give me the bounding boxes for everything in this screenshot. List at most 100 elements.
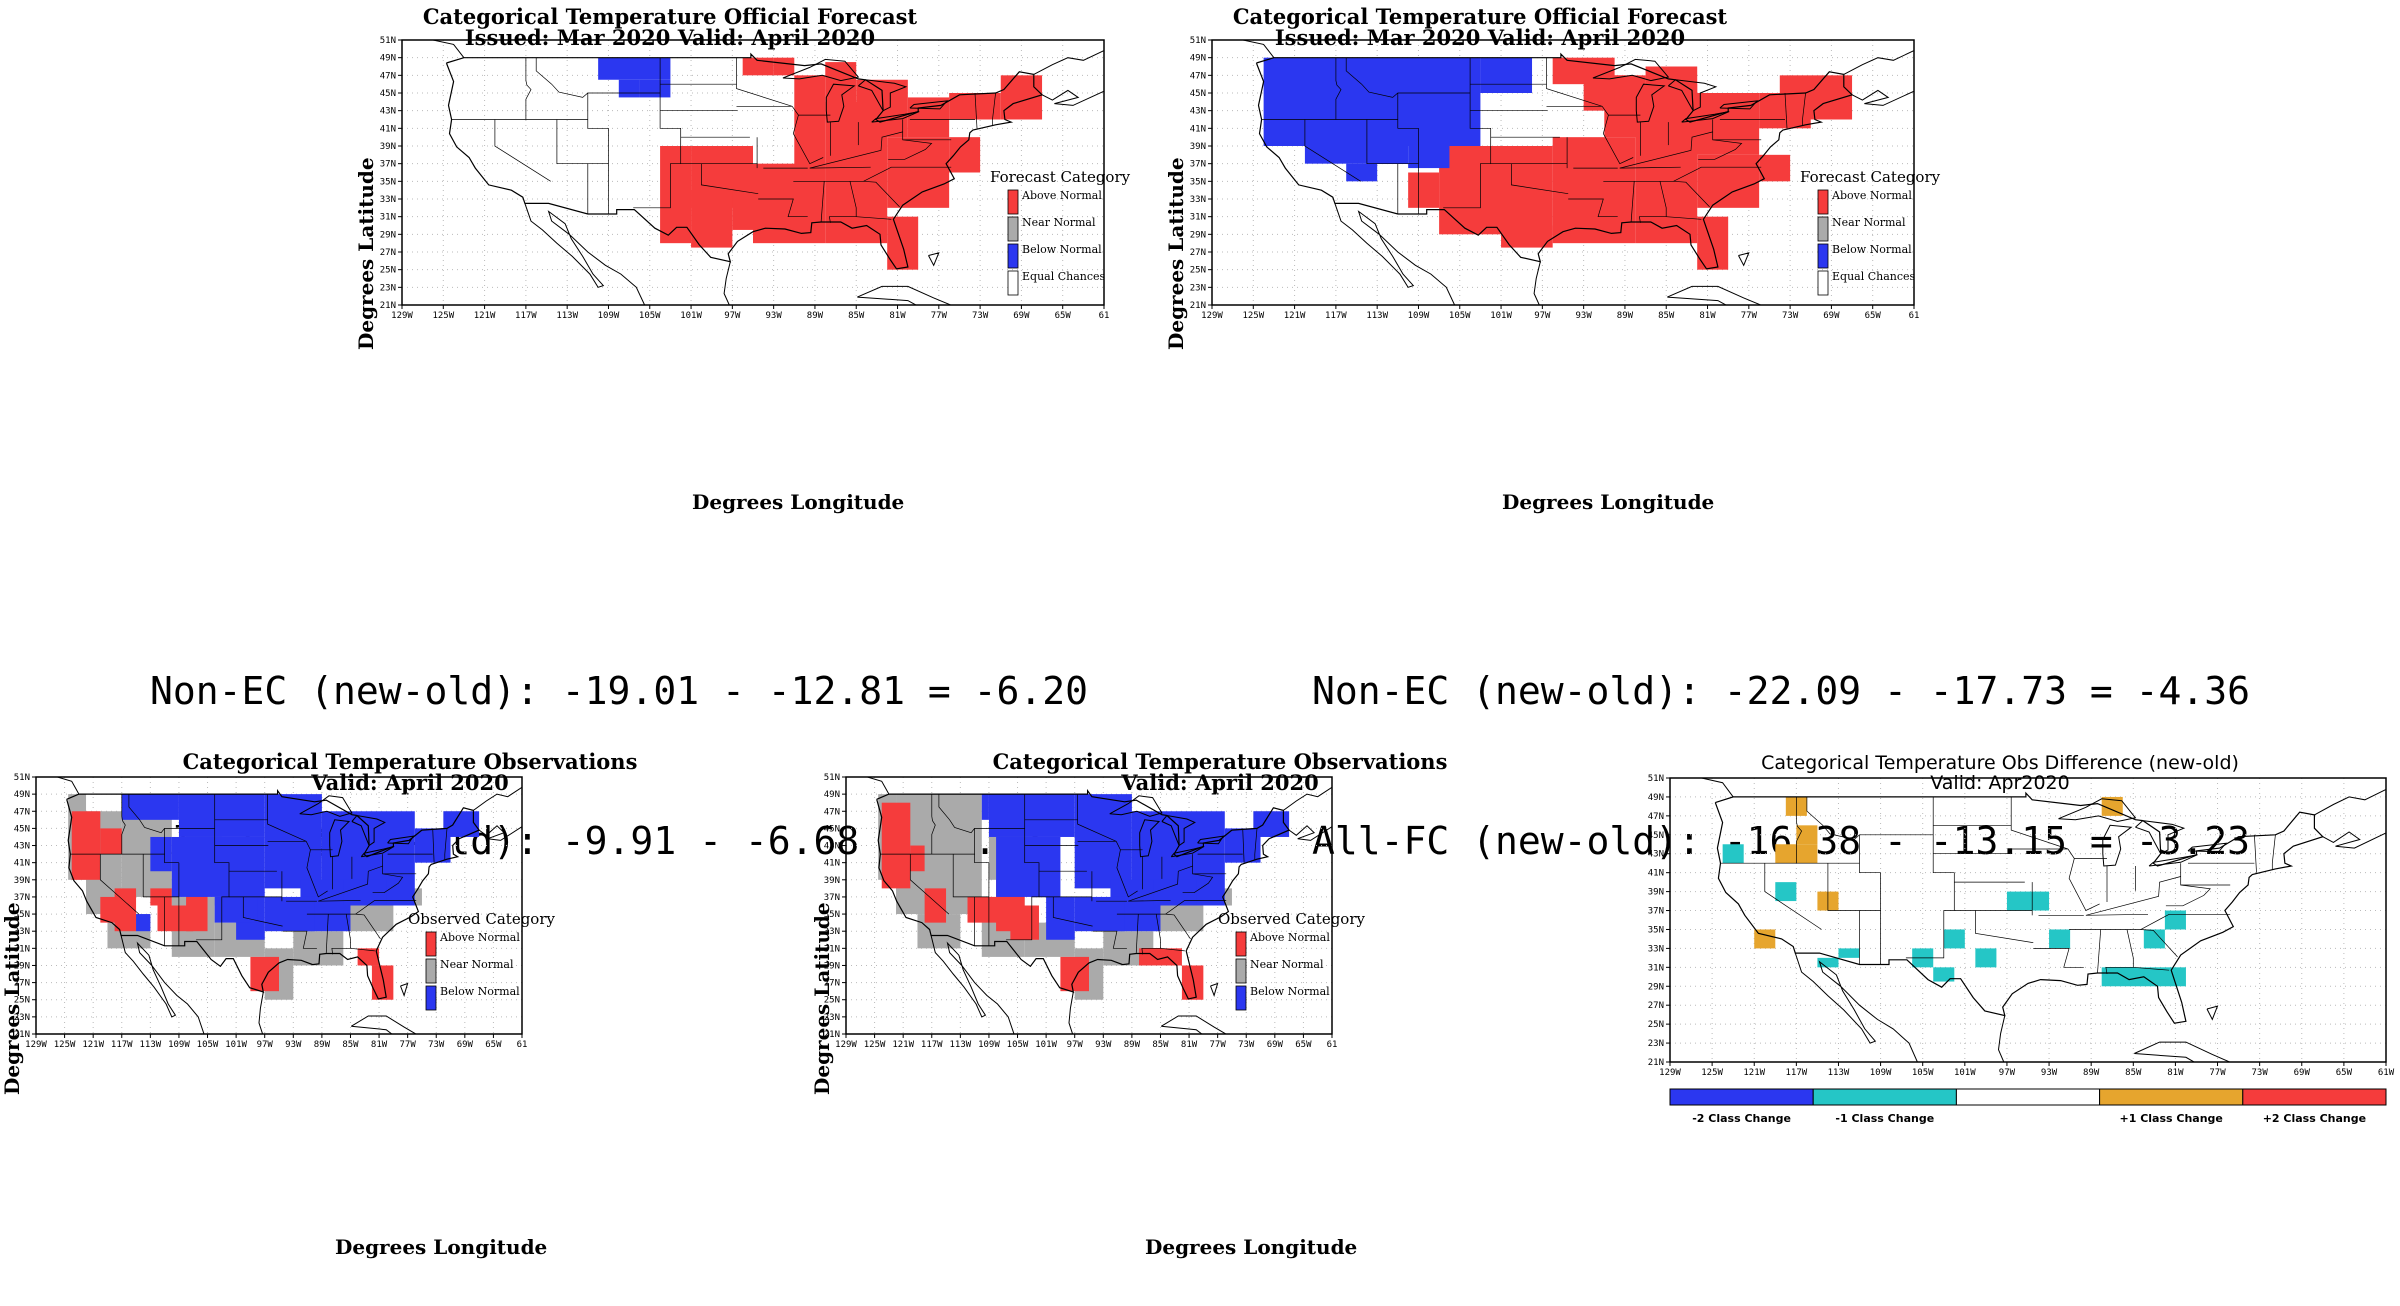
lat-tick-label: 37N bbox=[14, 893, 30, 903]
lon-tick-label: 129W bbox=[1659, 1068, 1681, 1078]
coastline bbox=[1334, 203, 1456, 305]
coastline bbox=[1794, 952, 1918, 1062]
map-area bbox=[1670, 778, 2386, 1062]
lon-tick-label: 77W bbox=[400, 1040, 417, 1050]
lat-tick-label: 29N bbox=[380, 230, 396, 240]
map-area bbox=[402, 40, 1104, 305]
coastline bbox=[1033, 46, 1104, 75]
state-border bbox=[1115, 841, 1143, 851]
lon-tick-label: 61 bbox=[1909, 311, 1920, 321]
state-border bbox=[863, 180, 900, 208]
coastline bbox=[524, 203, 646, 305]
category-cell-below bbox=[1263, 57, 1481, 146]
lat-tick-label: 43N bbox=[824, 842, 840, 852]
category-cell-above bbox=[773, 57, 795, 76]
lon-tick-label: 117W bbox=[515, 311, 537, 321]
lat-tick-label: 43N bbox=[1648, 850, 1664, 860]
lat-tick-label: 45N bbox=[1190, 89, 1206, 99]
state-border bbox=[1116, 900, 1227, 915]
state-border bbox=[791, 106, 831, 116]
diff-legend-swatch-plus1 bbox=[2099, 1088, 2244, 1106]
lat-tick-label: 37N bbox=[1190, 160, 1206, 170]
category-cell-below bbox=[639, 79, 671, 98]
us-coastline bbox=[66, 788, 481, 1000]
category-cell-above bbox=[887, 137, 950, 208]
category-cell-minus1 bbox=[1817, 957, 1839, 968]
state-border bbox=[306, 849, 328, 898]
category-cell-minus1 bbox=[1975, 948, 1997, 968]
state-border bbox=[494, 119, 551, 182]
lon-tick-label: 109W bbox=[1408, 311, 1430, 321]
state-border bbox=[701, 163, 759, 195]
legend-swatch-above bbox=[1817, 189, 1829, 215]
category-cell-above bbox=[1439, 146, 1553, 235]
lon-tick-label: 117W bbox=[1325, 311, 1347, 321]
category-cell-above bbox=[371, 965, 394, 1000]
lat-tick-label: 49N bbox=[1648, 793, 1664, 803]
state-border bbox=[1254, 828, 1258, 861]
lat-tick-label: 35N bbox=[14, 910, 30, 920]
lon-tick-label: 121W bbox=[1284, 311, 1306, 321]
coastline bbox=[473, 783, 522, 811]
lon-tick-label: 77W bbox=[1210, 1040, 1227, 1050]
lat-tick-label: 25N bbox=[14, 996, 30, 1006]
category-cell-above bbox=[250, 956, 279, 992]
lat-tick-label: 29N bbox=[1648, 982, 1664, 992]
lat-tick-label: 47N bbox=[1648, 812, 1664, 822]
bahamas-outline bbox=[1738, 252, 1750, 267]
great-lake bbox=[2102, 824, 2133, 867]
lon-tick-label: 129W bbox=[25, 1040, 47, 1050]
lon-tick-label: 69W bbox=[457, 1040, 474, 1050]
great-lake bbox=[299, 795, 353, 817]
lat-tick-label: 49N bbox=[380, 54, 396, 64]
lon-tick-label: 85W bbox=[1152, 1040, 1169, 1050]
legend-label: Below Normal bbox=[1250, 985, 1330, 998]
lon-tick-label: 69W bbox=[1013, 311, 1030, 321]
state-border bbox=[525, 57, 532, 120]
lon-tick-label: 93W bbox=[766, 311, 783, 321]
state-border bbox=[318, 865, 383, 902]
category-cell-minus1 bbox=[1838, 948, 1860, 958]
lon-tick-label: 73W bbox=[972, 311, 989, 321]
state-border bbox=[1128, 900, 1171, 902]
category-cell-minus1 bbox=[2006, 891, 2050, 911]
lat-tick-label: 35N bbox=[1190, 177, 1206, 187]
state-border bbox=[1077, 794, 1117, 842]
lon-tick-label: 121W bbox=[474, 311, 496, 321]
lon-tick-label: 81W bbox=[1699, 311, 1716, 321]
state-border bbox=[432, 828, 435, 863]
cuba-outline bbox=[1160, 1015, 1227, 1034]
lat-tick-label: 27N bbox=[380, 248, 396, 258]
great-lake bbox=[1719, 100, 1759, 110]
lon-tick-label: 89W bbox=[1617, 311, 1634, 321]
legend-label: Equal Chances bbox=[1022, 270, 1106, 283]
lat-tick-label: 21N bbox=[1190, 301, 1206, 311]
state-border bbox=[282, 930, 317, 949]
legend-title: Forecast Category bbox=[990, 168, 1131, 186]
lon-tick-label: 129W bbox=[1201, 311, 1223, 321]
coastline bbox=[432, 40, 465, 59]
lon-tick-label: 101W bbox=[1954, 1068, 1976, 1078]
lon-tick-label: 105W bbox=[1449, 311, 1471, 321]
lon-tick-label: 125W bbox=[1701, 1068, 1723, 1078]
legend-label: Above Normal bbox=[439, 931, 520, 944]
state-border bbox=[2010, 796, 2069, 850]
cuba-outline bbox=[350, 1015, 417, 1034]
category-cell-below bbox=[988, 794, 1075, 837]
lon-tick-label: 77W bbox=[931, 311, 948, 321]
category-cell-below bbox=[1074, 896, 1125, 932]
legend-swatch-near bbox=[425, 958, 437, 984]
coastline bbox=[478, 825, 522, 841]
lon-tick-label: 105W bbox=[197, 1040, 219, 1050]
lat-tick-label: 41N bbox=[14, 859, 30, 869]
lon-tick-label: 97W bbox=[257, 1040, 274, 1050]
plot-frame bbox=[35, 776, 523, 1035]
state-border bbox=[952, 854, 989, 898]
category-cell-below bbox=[178, 794, 265, 837]
state-border bbox=[1698, 139, 1743, 160]
map-area bbox=[1212, 40, 1914, 305]
category-cell-above bbox=[887, 216, 919, 270]
state-border bbox=[1630, 181, 1635, 223]
state-border bbox=[1160, 947, 1185, 952]
category-cell-plus1 bbox=[1796, 825, 1818, 845]
